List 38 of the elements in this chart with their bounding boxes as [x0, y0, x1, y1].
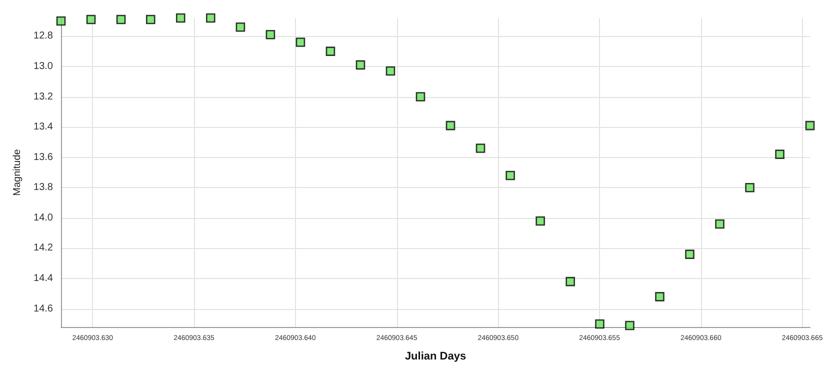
y-tick-label: 13.0 [34, 60, 54, 72]
point [595, 319, 604, 329]
y-tick-label: 13.4 [34, 122, 54, 133]
point [206, 13, 216, 23]
point [236, 22, 246, 32]
point [715, 219, 724, 229]
y-tick-label: 12.8 [34, 30, 54, 42]
point [146, 14, 156, 24]
point [266, 30, 276, 40]
y-tick-label: 13.2 [34, 91, 54, 102]
point [536, 216, 545, 226]
point [446, 120, 456, 130]
y-tick-label: 13.6 [34, 152, 54, 163]
point [296, 38, 306, 47]
point [685, 250, 694, 259]
y-tick-label: 14.0 [34, 212, 54, 224]
point [416, 92, 426, 102]
point [56, 16, 66, 26]
point [805, 120, 815, 130]
point [86, 14, 96, 24]
y-tick-label: 13.8 [34, 182, 54, 194]
y-tick-label: 14.4 [34, 273, 54, 284]
y-tick-label: 14.2 [34, 242, 54, 254]
point [176, 13, 186, 23]
x-axis-title: Julian Days [404, 350, 466, 362]
point [655, 292, 664, 302]
point [775, 150, 784, 159]
point [386, 66, 396, 76]
point [625, 320, 634, 330]
point [566, 276, 575, 286]
point [745, 182, 754, 192]
point [356, 60, 366, 70]
y-tick-label: 14.6 [34, 303, 54, 314]
point [506, 170, 515, 180]
y-axis-title: Magnitude [12, 148, 24, 196]
point [476, 144, 486, 153]
point [326, 46, 336, 56]
point [116, 14, 126, 24]
